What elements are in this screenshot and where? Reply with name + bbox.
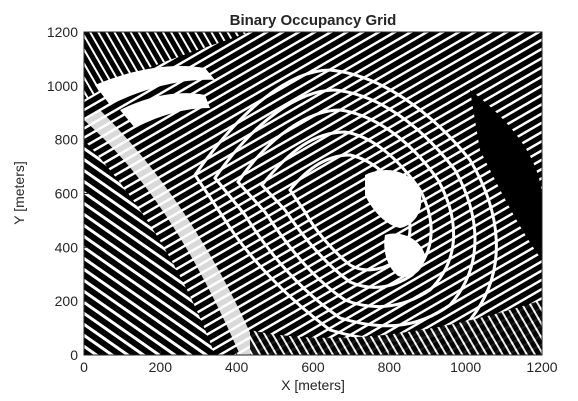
y-tick-label: 600 xyxy=(55,186,79,202)
x-tick-label: 1000 xyxy=(450,359,481,375)
x-tick-label: 200 xyxy=(149,359,173,375)
x-tick-label: 1200 xyxy=(526,359,557,375)
occupancy-grid-image xyxy=(84,32,542,355)
x-axis: 0 200 400 600 800 1000 1200 xyxy=(80,351,558,375)
y-tick-label: 400 xyxy=(55,239,79,255)
y-tick-label: 1000 xyxy=(47,78,78,94)
x-tick-label: 0 xyxy=(80,359,88,375)
y-tick-label: 800 xyxy=(55,132,79,148)
y-axis-label: Y [meters] xyxy=(11,161,27,225)
x-tick-label: 600 xyxy=(301,359,325,375)
chart-title: Binary Occupancy Grid xyxy=(230,12,397,29)
x-tick-label: 400 xyxy=(225,359,249,375)
x-tick-label: 800 xyxy=(378,359,402,375)
x-axis-label: X [meters] xyxy=(281,377,345,393)
y-tick-label: 0 xyxy=(70,347,78,363)
y-tick-label: 200 xyxy=(55,293,79,309)
y-axis: 0 200 400 600 800 1000 1200 xyxy=(47,24,88,363)
y-tick-label: 1200 xyxy=(47,24,78,40)
